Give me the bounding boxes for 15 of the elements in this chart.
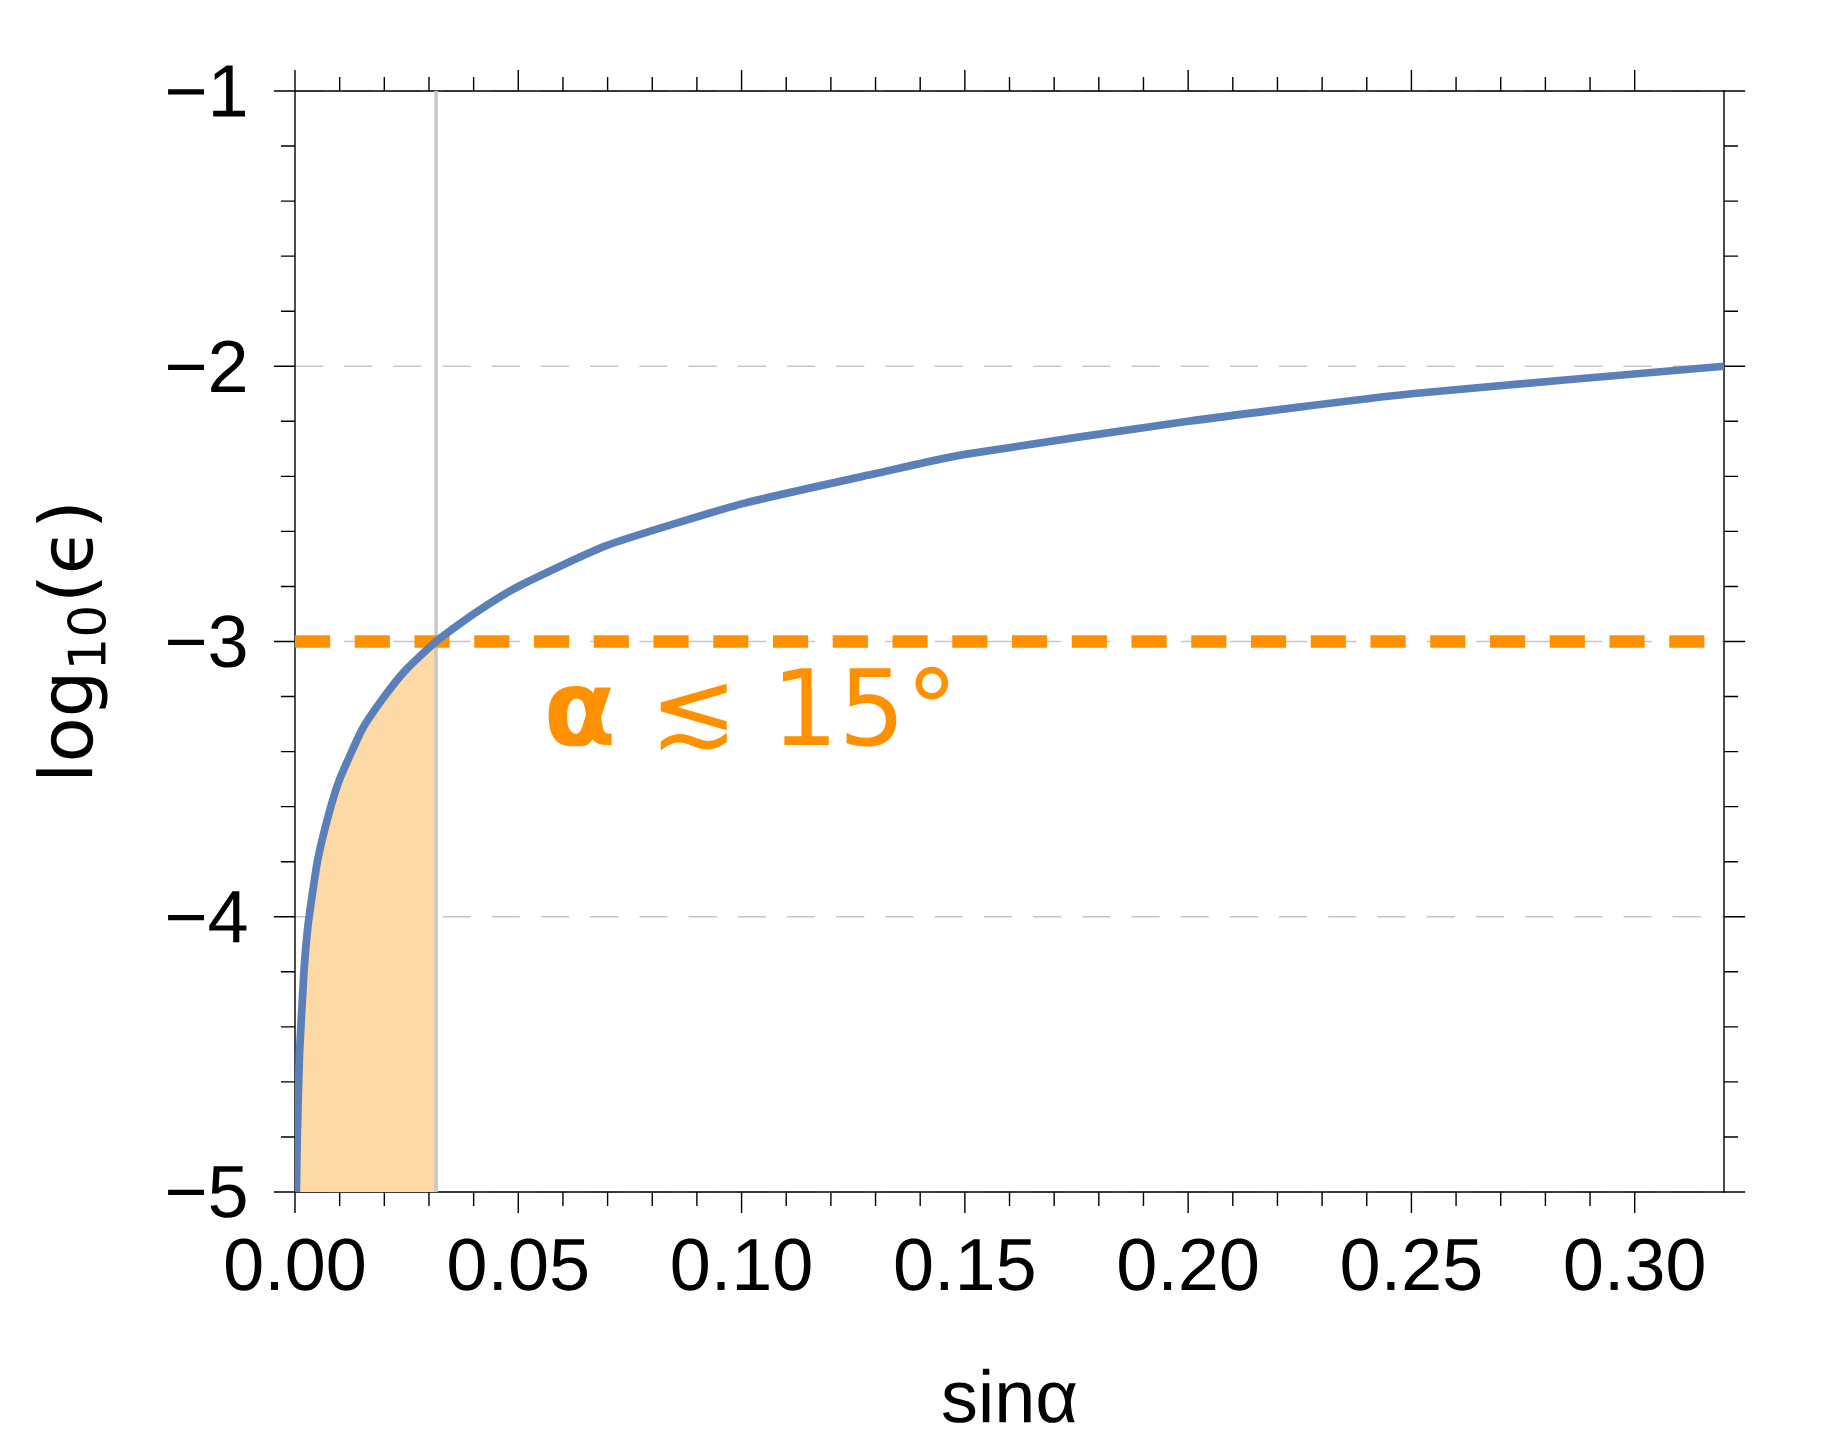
ref-line-label: α ≲ 15° bbox=[548, 666, 949, 751]
x-tick-label: 0.10 bbox=[672, 1238, 811, 1291]
y-tick-label: −2 bbox=[168, 340, 245, 393]
x-axis-title: sinα bbox=[943, 1368, 1076, 1423]
y-tick-label: −5 bbox=[168, 1166, 246, 1218]
x-tick-label: 0.20 bbox=[1119, 1238, 1258, 1291]
y-tick-label: −1 bbox=[168, 65, 245, 117]
x-tick-label: 0.05 bbox=[449, 1238, 587, 1291]
x-tick-label: 0.25 bbox=[1342, 1238, 1481, 1291]
x-tick-label: 0.00 bbox=[226, 1238, 364, 1291]
y-tick-label: −3 bbox=[168, 615, 246, 668]
y-tick-label: −4 bbox=[168, 891, 247, 943]
x-tick-label: 0.30 bbox=[1565, 1238, 1704, 1291]
y-axis-title: log$_{10}$(ϵ) bbox=[36, 506, 108, 777]
x-tick-label: 0.15 bbox=[895, 1238, 1034, 1291]
